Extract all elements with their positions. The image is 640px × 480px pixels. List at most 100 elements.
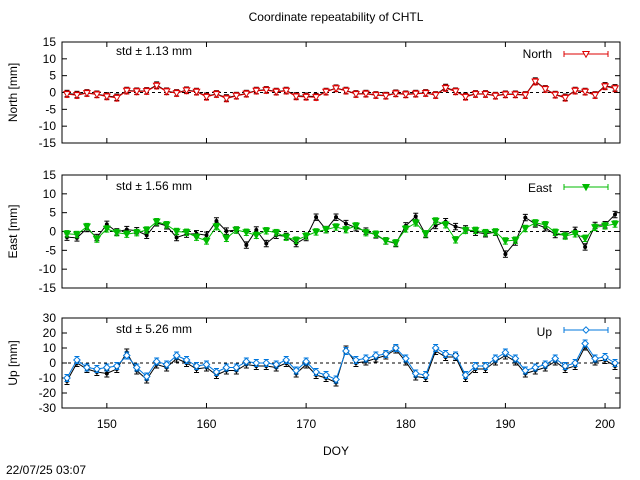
east-point xyxy=(601,222,610,231)
up-std-label: std ± 5.26 mm xyxy=(116,322,192,336)
north-point xyxy=(232,92,241,101)
east-point xyxy=(421,230,430,238)
up-ytick-label: -30 xyxy=(39,401,57,415)
north-point xyxy=(461,93,470,102)
up-ylabel: Up [mm] xyxy=(6,340,20,385)
east-ytick-label: 15 xyxy=(43,168,57,182)
east-point xyxy=(511,237,520,245)
north-ytick-label: 15 xyxy=(43,35,57,49)
east-point xyxy=(391,239,400,248)
east-point xyxy=(381,237,390,246)
east-secondary-point xyxy=(453,224,458,229)
north-point xyxy=(421,90,430,98)
up-point xyxy=(461,371,470,379)
east-point xyxy=(252,232,261,240)
north-point xyxy=(471,91,480,99)
east-point xyxy=(531,219,540,228)
x-tick-label: 160 xyxy=(196,417,216,431)
north-point xyxy=(541,86,550,94)
east-point xyxy=(142,226,151,235)
up-point xyxy=(521,366,530,375)
north-point xyxy=(122,87,131,96)
north-point xyxy=(282,87,291,96)
east-point xyxy=(591,224,600,232)
north-legend-label: North xyxy=(523,47,552,61)
up-ytick-label: -20 xyxy=(39,386,57,400)
east-point xyxy=(441,221,450,229)
north-point xyxy=(72,92,81,100)
north-legend-sample xyxy=(563,50,609,59)
north-point xyxy=(521,92,530,100)
x-tick-label: 150 xyxy=(97,417,117,431)
east-secondary-point xyxy=(224,229,229,234)
north-legend-marker xyxy=(581,50,591,59)
north-point xyxy=(481,91,490,99)
up-point xyxy=(332,375,340,384)
up-point xyxy=(322,371,330,379)
east-secondary-point xyxy=(264,241,269,246)
up-point xyxy=(342,347,350,355)
east-point xyxy=(72,231,81,239)
up-point xyxy=(172,351,181,360)
east-point xyxy=(132,229,141,237)
east-point xyxy=(112,229,121,237)
east-secondary-point xyxy=(583,244,588,249)
up-point xyxy=(391,344,400,352)
east-secondary-point xyxy=(144,233,149,238)
north-point xyxy=(142,88,151,96)
east-point xyxy=(341,226,351,234)
up-point xyxy=(541,360,550,369)
east-point xyxy=(371,231,380,239)
north-point xyxy=(202,93,211,102)
north-point xyxy=(561,94,570,103)
east-point xyxy=(152,218,161,226)
north-point xyxy=(531,78,540,86)
east-point xyxy=(242,229,251,237)
east-point xyxy=(521,225,530,233)
north-ytick-label: -5 xyxy=(45,102,56,116)
north-point xyxy=(192,88,201,97)
north-point xyxy=(371,92,380,100)
north-point xyxy=(551,91,560,100)
up-panel: Up [mm] std ± 5.26 mm Up -30-20-10010203… xyxy=(6,311,621,415)
east-point xyxy=(62,230,72,238)
up-point xyxy=(162,360,171,369)
up-point xyxy=(282,356,291,364)
up-point xyxy=(272,360,281,369)
up-point xyxy=(202,360,211,369)
east-point xyxy=(551,229,560,237)
up-point xyxy=(63,374,71,382)
up-point xyxy=(212,368,221,376)
up-point xyxy=(73,356,81,364)
up-point xyxy=(222,363,231,372)
east-point xyxy=(501,237,510,246)
north-point xyxy=(92,91,101,99)
up-point xyxy=(132,363,141,372)
east-panel: East [mm] std ± 1.56 mm East -15 -10 -5 0 5 1… xyxy=(6,168,621,295)
up-point xyxy=(511,354,520,363)
east-point xyxy=(561,232,570,241)
east-point xyxy=(122,231,131,239)
up-point xyxy=(491,354,500,363)
north-panel: North [mm] std ± 1.13 mm North -15 -10 -5 0… xyxy=(6,35,621,150)
north-point xyxy=(152,82,161,90)
east-point xyxy=(491,228,500,237)
east-ytick-label: -5 xyxy=(45,243,56,257)
up-legend-sample xyxy=(563,326,609,334)
east-series xyxy=(62,210,620,258)
x-tick-label: 200 xyxy=(595,417,615,431)
north-point xyxy=(601,83,610,91)
north-point xyxy=(401,91,410,99)
chart-title: Coordinate repeatability of CHTL xyxy=(249,10,424,24)
north-point xyxy=(591,92,600,100)
east-ylabel: East [mm] xyxy=(6,204,20,258)
up-point xyxy=(381,350,390,358)
east-secondary-point xyxy=(254,227,259,232)
east-ytick-label: 0 xyxy=(49,225,56,239)
east-point xyxy=(411,219,420,228)
north-point xyxy=(610,85,620,93)
x-tick-label: 190 xyxy=(495,417,515,431)
east-ytick-label: -15 xyxy=(39,281,57,295)
up-point xyxy=(571,359,580,367)
